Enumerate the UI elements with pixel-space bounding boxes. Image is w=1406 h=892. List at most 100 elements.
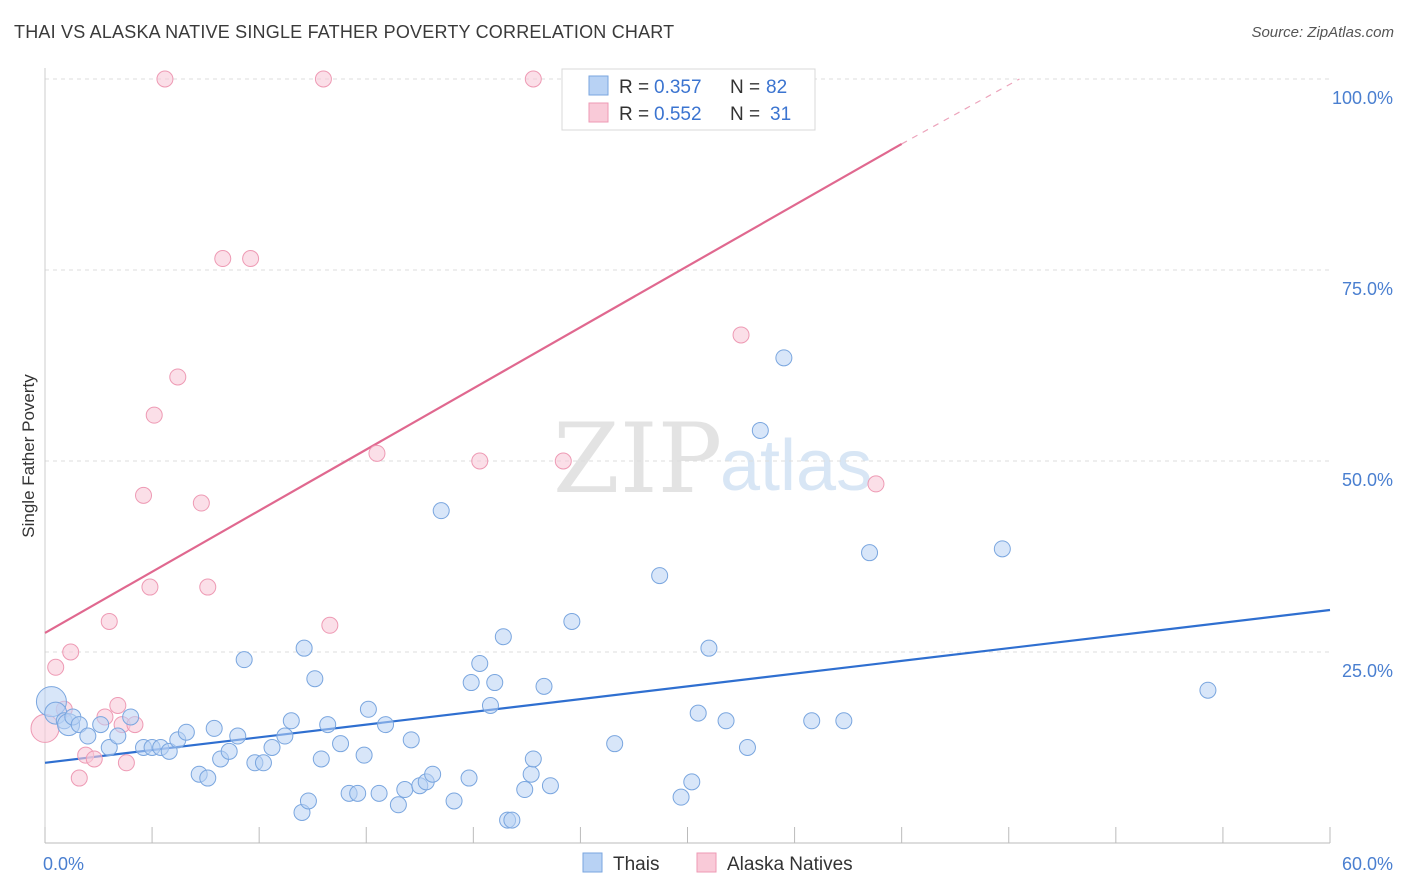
legend-n-label-thais: N = [730,77,760,98]
thais-point [306,670,324,688]
thais-point [389,796,407,814]
thais-point [263,739,281,756]
alaska-natives-trend-extension [901,78,1020,145]
thais-point [1199,681,1217,699]
thais-point [535,677,553,695]
legend-swatch-thais [588,75,609,96]
alaska-natives-point [62,643,80,661]
thais-point [92,716,110,734]
chart-title: THAI VS ALASKA NATIVE SINGLE FATHER POVE… [14,22,675,42]
y-tick-label: 50.0% [1342,470,1393,490]
thais-point [471,654,489,672]
alaska-natives-point [109,696,127,714]
thais-point [254,754,272,772]
alaska-natives-point [117,754,135,772]
alaska-natives-trend-line [44,142,903,634]
thais-point [481,696,499,714]
series-legend: Thais Alaska Natives [582,852,853,875]
alaska-natives-point [70,769,88,787]
thais-point [432,502,450,520]
thais-point [235,651,253,669]
alaska-natives-point [156,70,174,88]
thais-point [563,612,581,630]
alaska-natives-point [100,612,118,630]
thais-point [199,769,217,787]
thais-point [100,739,118,756]
alaska-natives-point [524,70,542,88]
thais-point [295,639,313,657]
y-tick-labels: 100.0% 75.0% 50.0% 25.0% [1332,88,1393,681]
y-tick-label: 75.0% [1342,279,1393,299]
x-tick-label-max: 60.0% [1342,854,1393,874]
legend-r-label-alaska: R = [619,104,649,125]
thais-point [700,639,718,657]
alaska-natives-point [368,444,386,462]
thais-point [312,750,330,768]
thais-point [109,727,127,745]
thais-trend-line [44,608,1331,764]
bottom-legend-label-thais: Thais [613,854,659,875]
alaska-natives-point [135,486,153,504]
thais-point [460,769,478,787]
thais-points [35,349,1217,829]
thais-point [299,792,317,810]
bottom-legend-label-alaska: Alaska Natives [727,854,853,875]
thais-point [717,712,735,730]
thais-point [332,735,350,753]
alaska-natives-point [314,70,332,88]
thais-point [396,781,414,799]
alaska-natives-point [141,578,159,596]
thais-point [462,674,480,692]
alaska-natives-point [85,750,103,768]
thais-point [993,540,1011,558]
thais-point [370,784,388,802]
alaska-natives-point [47,658,65,676]
legend-n-value-alaska: 31 [770,104,791,125]
thais-point [160,742,178,760]
alaska-natives-point [321,616,339,634]
legend-swatch-alaska [588,102,609,123]
thais-point [486,674,504,692]
thais-point [541,777,559,795]
thais-point [683,773,701,791]
thais-point [861,544,879,562]
thais-point [651,567,669,585]
watermark-atlas: atlas [720,426,872,506]
y-axis-label: Single Father Poverty [19,374,38,538]
thais-point [205,719,223,737]
thais-point [424,765,442,783]
thais-point [276,727,294,745]
legend-r-value-thais: 0.357 [654,77,702,98]
thais-point [282,712,300,730]
alaska-natives-point [732,326,750,344]
thais-point [689,704,707,722]
thais-point [516,781,534,799]
thais-point [445,792,463,810]
alaska-natives-point [214,250,232,268]
thais-point [524,750,542,768]
thais-point [355,746,373,764]
y-tick-label: 100.0% [1332,88,1393,108]
thais-point [402,731,420,749]
thais-point [751,421,769,439]
legend-n-label-alaska: N = [730,104,760,125]
thais-point [835,712,853,730]
alaska-natives-point [471,452,489,470]
thais-point [229,727,247,745]
thais-point [79,727,97,745]
legend-r-label-thais: R = [619,77,649,98]
x-tick-label-min: 0.0% [43,854,84,874]
y-tick-label: 25.0% [1342,661,1393,681]
alaska-natives-point [554,452,572,470]
alaska-natives-point [199,578,217,596]
alaska-natives-point [242,250,260,268]
thais-point [503,811,521,829]
grid [45,78,1330,653]
bottom-legend-swatch-thais [582,852,603,873]
trend-lines [44,78,1331,764]
alaska-natives-point [192,494,210,512]
thais-point [606,735,624,753]
legend-n-value-thais: 82 [766,77,787,98]
watermark-zip: ZIP [553,403,722,515]
